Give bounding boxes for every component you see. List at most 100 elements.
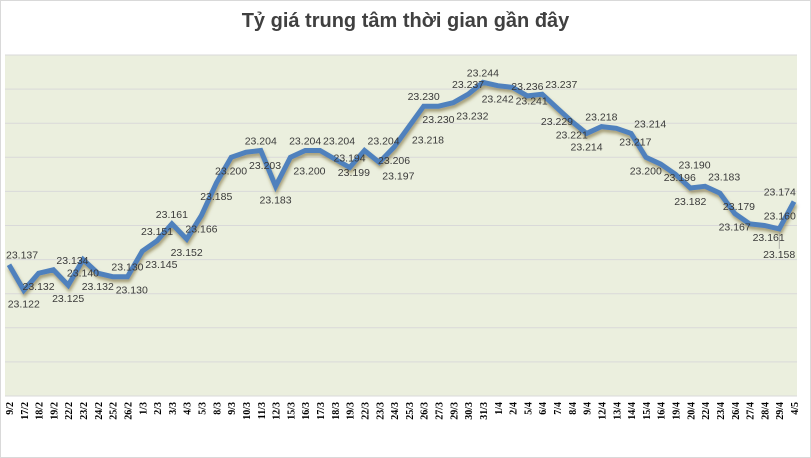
data-label: 23.152: [171, 247, 203, 259]
data-label: 23.140: [67, 268, 99, 280]
x-tick-label: 19/2: [49, 402, 60, 420]
x-tick-label: 16/4: [657, 402, 668, 420]
x-tick-label: 29/4: [775, 402, 786, 420]
x-tick-label: 6/4: [538, 402, 549, 415]
data-label: 23.130: [116, 285, 148, 297]
data-label: 23.197: [382, 170, 414, 182]
data-label: 23.200: [630, 165, 662, 177]
x-tick-label: 15/3: [286, 402, 297, 420]
x-tick-label: 2/4: [509, 402, 520, 415]
data-label: 23.204: [323, 136, 355, 148]
x-tick-label: 22/2: [64, 402, 75, 420]
x-tick-label: 1/3: [138, 402, 149, 415]
data-label: 23.190: [679, 159, 711, 171]
x-tick-label: 14/4: [627, 402, 638, 420]
data-label: 23.196: [664, 172, 696, 184]
x-tick-label: 17/3: [316, 402, 327, 420]
x-tick-label: 12/3: [272, 402, 283, 420]
x-tick-label: 9/4: [583, 402, 594, 415]
data-label: 23.132: [82, 281, 114, 293]
data-label: 23.214: [571, 141, 603, 153]
x-tick-label: 22/4: [701, 402, 712, 420]
data-labels: 23.137 23.122 23.132 23.134 23.125 23.140 23.1…: [6, 67, 796, 310]
data-label: 23.199: [338, 167, 370, 179]
data-label: 23.200: [215, 165, 247, 177]
x-tick-label: 26/4: [731, 402, 742, 420]
data-label: 23.203: [249, 160, 281, 172]
data-label: 23.244: [467, 67, 499, 79]
x-tick-label: 29/3: [449, 402, 460, 420]
data-label: 23.160: [764, 211, 796, 223]
x-tick-label: 12/4: [597, 402, 608, 420]
x-tick-label: 16/3: [301, 402, 312, 420]
data-label: 23.230: [408, 91, 440, 103]
x-tick-label: 18/2: [35, 402, 46, 420]
x-tick-label: 5/4: [523, 402, 534, 415]
x-tick-label: 31/3: [479, 402, 490, 420]
data-label: 23.145: [145, 259, 177, 271]
x-tick-label: 8/3: [212, 402, 223, 415]
data-label: 23.185: [200, 191, 232, 203]
x-tick-label: 27/3: [435, 402, 446, 420]
data-label: 23.167: [719, 222, 751, 234]
data-label: 23.200: [293, 165, 325, 177]
x-tick-label: 24/3: [390, 402, 401, 420]
x-tick-label: 13/4: [612, 402, 623, 420]
series-line: [6, 79, 797, 295]
x-tick-label: 5/3: [198, 402, 209, 415]
data-label: 23.130: [111, 262, 143, 274]
x-tick-label: 4/3: [183, 402, 194, 415]
data-label: 23.204: [245, 136, 277, 148]
data-label: 23.161: [156, 209, 188, 221]
x-tick-label: 30/3: [464, 402, 475, 420]
x-tick-label: 17/2: [20, 402, 31, 420]
data-label: 23.242: [482, 94, 514, 106]
x-tick-label: 22/3: [360, 402, 371, 420]
data-label: 23.230: [422, 114, 454, 126]
x-tick-label: 18/3: [331, 402, 342, 420]
series-line-group: [6, 79, 797, 295]
x-tick-label: 3/3: [168, 402, 179, 415]
data-label: 23.182: [674, 196, 706, 208]
data-label: 23.134: [56, 255, 88, 267]
data-label: 23.237: [452, 79, 484, 91]
data-label: 23.206: [378, 155, 410, 167]
x-axis-ticks: 9/2 17/2 18/2 19/2 22/2 23/2 24/2 25/2 26/2 1/3 2/…: [5, 402, 801, 420]
data-label: 23.218: [585, 112, 617, 124]
x-tick-label: 8/4: [568, 402, 579, 415]
data-label: 23.183: [708, 171, 740, 183]
data-label: 23.229: [541, 116, 573, 128]
data-label: 23.204: [289, 136, 321, 148]
data-label: 23.237: [545, 79, 577, 91]
x-tick-label: 24/2: [94, 402, 105, 420]
data-label: 23.158: [763, 249, 795, 261]
x-tick-label: 25/2: [109, 402, 120, 420]
data-label: 23.161: [753, 232, 785, 244]
x-tick-label: 19/3: [346, 402, 357, 420]
x-tick-label: 15/4: [642, 402, 653, 420]
x-tick-label: 25/3: [405, 402, 416, 420]
data-label: 23.137: [6, 250, 38, 262]
x-tick-label: 23/2: [79, 402, 90, 420]
x-tick-label: 9/3: [227, 402, 238, 415]
data-label: 23.125: [52, 293, 84, 305]
data-label: 23.214: [634, 118, 666, 130]
data-label: 23.151: [141, 226, 173, 238]
data-label: 23.236: [511, 81, 543, 93]
x-tick-label: 7/4: [553, 402, 564, 415]
x-tick-label: 28/4: [760, 402, 771, 420]
x-tick-label: 27/4: [746, 402, 757, 420]
data-label: 23.241: [516, 95, 548, 107]
data-label: 23.217: [619, 136, 651, 148]
data-label: 23.194: [334, 153, 366, 165]
data-label: 23.166: [185, 223, 217, 235]
data-label: 23.179: [723, 201, 755, 213]
x-tick-label: 20/4: [686, 402, 697, 420]
data-label: 23.122: [8, 298, 40, 310]
x-tick-label: 26/2: [123, 402, 134, 420]
data-label: 23.232: [456, 111, 488, 123]
x-tick-label: 19/4: [672, 402, 683, 420]
x-tick-label: 10/3: [242, 402, 253, 420]
x-tick-label: 4/5: [790, 402, 801, 415]
data-label: 23.221: [556, 130, 588, 142]
